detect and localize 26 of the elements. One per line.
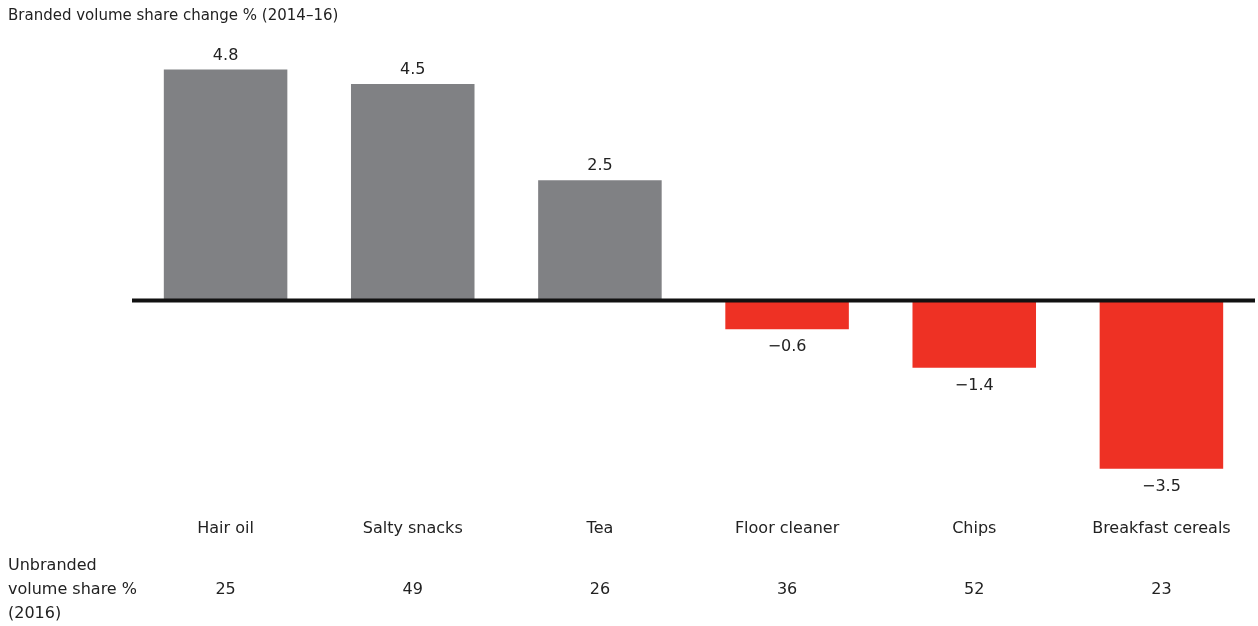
chart-title: Branded volume share change % (2014–16) [8,6,339,24]
bar [725,300,849,330]
text: Unbranded volume share % (2016) [8,555,137,623]
data-label: 4.8 [212,44,239,64]
text: 23 [1151,579,1172,599]
x-tick-label: Hair oil [197,517,254,537]
text: 52 [964,579,985,599]
data-label: −3.5 [1141,475,1181,495]
x-tick-label: Chips [952,517,997,537]
bar [1099,300,1224,469]
data-label: 2.5 [587,155,613,175]
x-tick-label: Salty snacks [362,517,463,537]
x-tick-label: Tea [585,517,614,537]
data-label: −0.6 [767,336,807,356]
bar [350,84,475,301]
text: 25 [215,579,236,599]
text: 49 [402,579,423,599]
data-label: −1.4 [954,374,994,394]
x-tick-label: Breakfast cereals [1092,517,1231,537]
text: 36 [776,579,798,599]
data-label: 4.5 [400,59,426,79]
x-tick-label: Floor cleaner [734,517,840,537]
text: 26 [589,579,611,599]
bar [912,300,1037,368]
bar [538,180,662,301]
bar [163,69,288,301]
